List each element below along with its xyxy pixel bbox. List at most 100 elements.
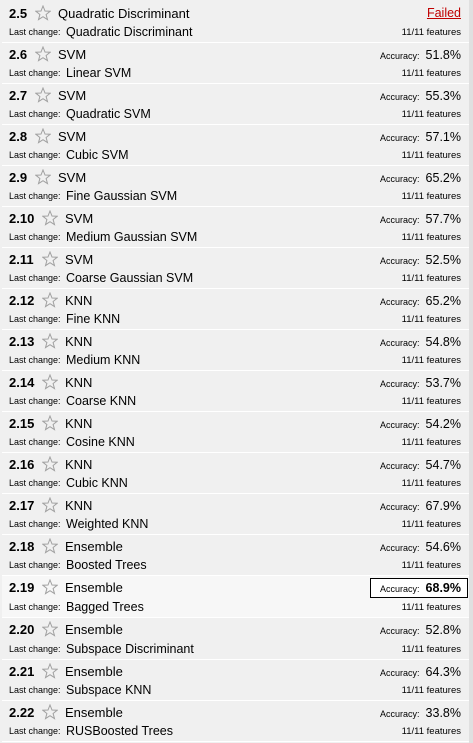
last-change-value: Fine KNN — [66, 312, 121, 326]
accuracy-label: Accuracy: — [380, 668, 420, 678]
star-outline-icon[interactable] — [35, 87, 51, 103]
accuracy-label: Accuracy: — [380, 379, 420, 389]
accuracy-label: Accuracy: — [380, 502, 420, 512]
model-row[interactable]: 2.14 KNN Last change: Coarse KNN Accuracy: 53… — [2, 371, 469, 412]
star-outline-icon[interactable] — [42, 456, 58, 472]
model-row[interactable]: 2.12 KNN Last change: Fine KNN Accuracy: 65.2… — [2, 289, 469, 330]
model-type: Quadratic Discriminant — [58, 6, 190, 21]
star-outline-icon[interactable] — [42, 621, 58, 637]
star-outline-icon[interactable] — [35, 169, 51, 185]
star-outline-icon[interactable] — [42, 292, 58, 308]
accuracy-value: 57.7% — [425, 212, 461, 226]
features-count: 11/11 features — [401, 437, 461, 448]
last-change-label: Last change: — [9, 685, 61, 695]
model-row[interactable]: 2.10 SVM Last change: Medium Gaussian SVM Ac… — [2, 207, 469, 248]
last-change-label: Last change: — [9, 726, 61, 736]
accuracy-value: 55.3% — [425, 89, 461, 103]
last-change-value: Coarse Gaussian SVM — [66, 271, 194, 285]
last-change-label: Last change: — [9, 560, 61, 570]
star-outline-icon[interactable] — [35, 5, 51, 21]
model-type: SVM — [65, 211, 94, 226]
last-change-label: Last change: — [9, 314, 61, 324]
model-number: 2.21 — [9, 664, 35, 679]
failed-status-link[interactable]: Failed — [426, 6, 461, 20]
accuracy-display: Accuracy: 67.9% — [380, 497, 461, 515]
model-row[interactable]: 2.16 KNN Last change: Cubic KNN Accuracy: 54.… — [2, 453, 469, 494]
model-number: 2.15 — [9, 416, 35, 431]
last-change-label: Last change: — [9, 396, 61, 406]
model-number: 2.5 — [9, 6, 28, 21]
star-outline-icon[interactable] — [42, 704, 58, 720]
accuracy-label: Accuracy: — [380, 584, 420, 594]
last-change-value: Medium KNN — [66, 353, 141, 367]
star-outline-icon[interactable] — [42, 538, 58, 554]
accuracy-display: Accuracy: 52.5% — [380, 251, 461, 269]
accuracy-label: Accuracy: — [380, 543, 420, 553]
model-number: 2.17 — [9, 498, 35, 513]
star-outline-icon[interactable] — [42, 333, 58, 349]
features-count: 11/11 features — [401, 191, 461, 202]
model-row[interactable]: 2.7 SVM Last change: Quadratic SVM Accuracy:… — [2, 84, 469, 125]
accuracy-label: Accuracy: — [380, 215, 420, 225]
last-change-label: Last change: — [9, 27, 61, 37]
model-row[interactable]: 2.22 Ensemble Last change: RUSBoosted Trees… — [2, 701, 469, 742]
scrollbar-edge[interactable] — [469, 0, 473, 743]
features-count: 11/11 features — [401, 396, 461, 407]
model-row[interactable]: 2.13 KNN Last change: Medium KNN Accuracy: 54… — [2, 330, 469, 371]
features-count: 11/11 features — [401, 644, 461, 655]
accuracy-display: Accuracy: 64.3% — [380, 663, 461, 681]
model-number: 2.20 — [9, 622, 35, 637]
features-count: 11/11 features — [401, 685, 461, 696]
model-row[interactable]: 2.20 Ensemble Last change: Subspace Discrim… — [2, 618, 469, 660]
model-type: KNN — [65, 293, 93, 308]
model-row[interactable]: 2.11 SVM Last change: Coarse Gaussian SVM Ac… — [2, 248, 469, 289]
last-change-value: Subspace KNN — [66, 683, 152, 697]
model-row[interactable]: 2.8 SVM Last change: Cubic SVM Accuracy: 57.1… — [2, 125, 469, 166]
accuracy-display: Accuracy: 57.7% — [380, 210, 461, 228]
accuracy-value: 65.2% — [425, 171, 461, 185]
last-change-label: Last change: — [9, 150, 61, 160]
star-outline-icon[interactable] — [42, 210, 58, 226]
last-change-label: Last change: — [9, 519, 61, 529]
star-outline-icon[interactable] — [35, 128, 51, 144]
accuracy-value: 54.8% — [425, 335, 461, 349]
model-number: 2.18 — [9, 539, 35, 554]
model-row[interactable]: 2.9 SVM Last change: Fine Gaussian SVM Accur… — [2, 166, 469, 207]
model-type: Ensemble — [65, 705, 123, 720]
accuracy-value: 65.2% — [425, 294, 461, 308]
star-outline-icon[interactable] — [42, 497, 58, 513]
features-count: 11/11 features — [401, 150, 461, 161]
accuracy-value: 33.8% — [425, 706, 461, 720]
star-outline-icon[interactable] — [42, 579, 58, 595]
model-type: KNN — [65, 457, 93, 472]
star-outline-icon[interactable] — [42, 663, 58, 679]
model-row[interactable]: 2.19 Ensemble Last change: Bagged Trees Accu… — [2, 576, 469, 618]
model-row[interactable]: 2.17 KNN Last change: Weighted KNN Accuracy:… — [2, 494, 469, 535]
model-row[interactable]: 2.15 KNN Last change: Cosine KNN Accuracy: 54… — [2, 412, 469, 453]
accuracy-display: Accuracy: 54.6% — [380, 538, 461, 556]
accuracy-display: Accuracy: 55.3% — [380, 87, 461, 105]
features-count: 11/11 features — [401, 232, 461, 243]
star-outline-icon[interactable] — [35, 46, 51, 62]
model-number: 2.12 — [9, 293, 35, 308]
last-change-label: Last change: — [9, 232, 61, 242]
last-change-value: Cubic SVM — [66, 148, 129, 162]
star-outline-icon[interactable] — [42, 415, 58, 431]
last-change-label: Last change: — [9, 437, 61, 447]
last-change-value: Quadratic SVM — [66, 107, 151, 121]
star-outline-icon[interactable] — [42, 374, 58, 390]
star-outline-icon[interactable] — [42, 251, 58, 267]
model-row[interactable]: 2.18 Ensemble Last change: Boosted Trees Acc… — [2, 535, 469, 576]
last-change-value: Fine Gaussian SVM — [66, 189, 178, 203]
last-change-value: RUSBoosted Trees — [66, 724, 173, 738]
model-row[interactable]: 2.21 Ensemble Last change: Subspace KNN Accu… — [2, 660, 469, 701]
model-type: KNN — [65, 375, 93, 390]
model-row[interactable]: 2.6 SVM Last change: Linear SVM Accuracy: 51.… — [2, 43, 469, 84]
model-number: 2.22 — [9, 705, 35, 720]
accuracy-display: Accuracy: 54.8% — [380, 333, 461, 351]
model-row[interactable]: 2.5 Quadratic Discriminant Last change: Qua… — [2, 2, 469, 43]
accuracy-label: Accuracy: — [380, 626, 420, 636]
accuracy-value: 54.2% — [425, 417, 461, 431]
accuracy-value: 54.7% — [425, 458, 461, 472]
